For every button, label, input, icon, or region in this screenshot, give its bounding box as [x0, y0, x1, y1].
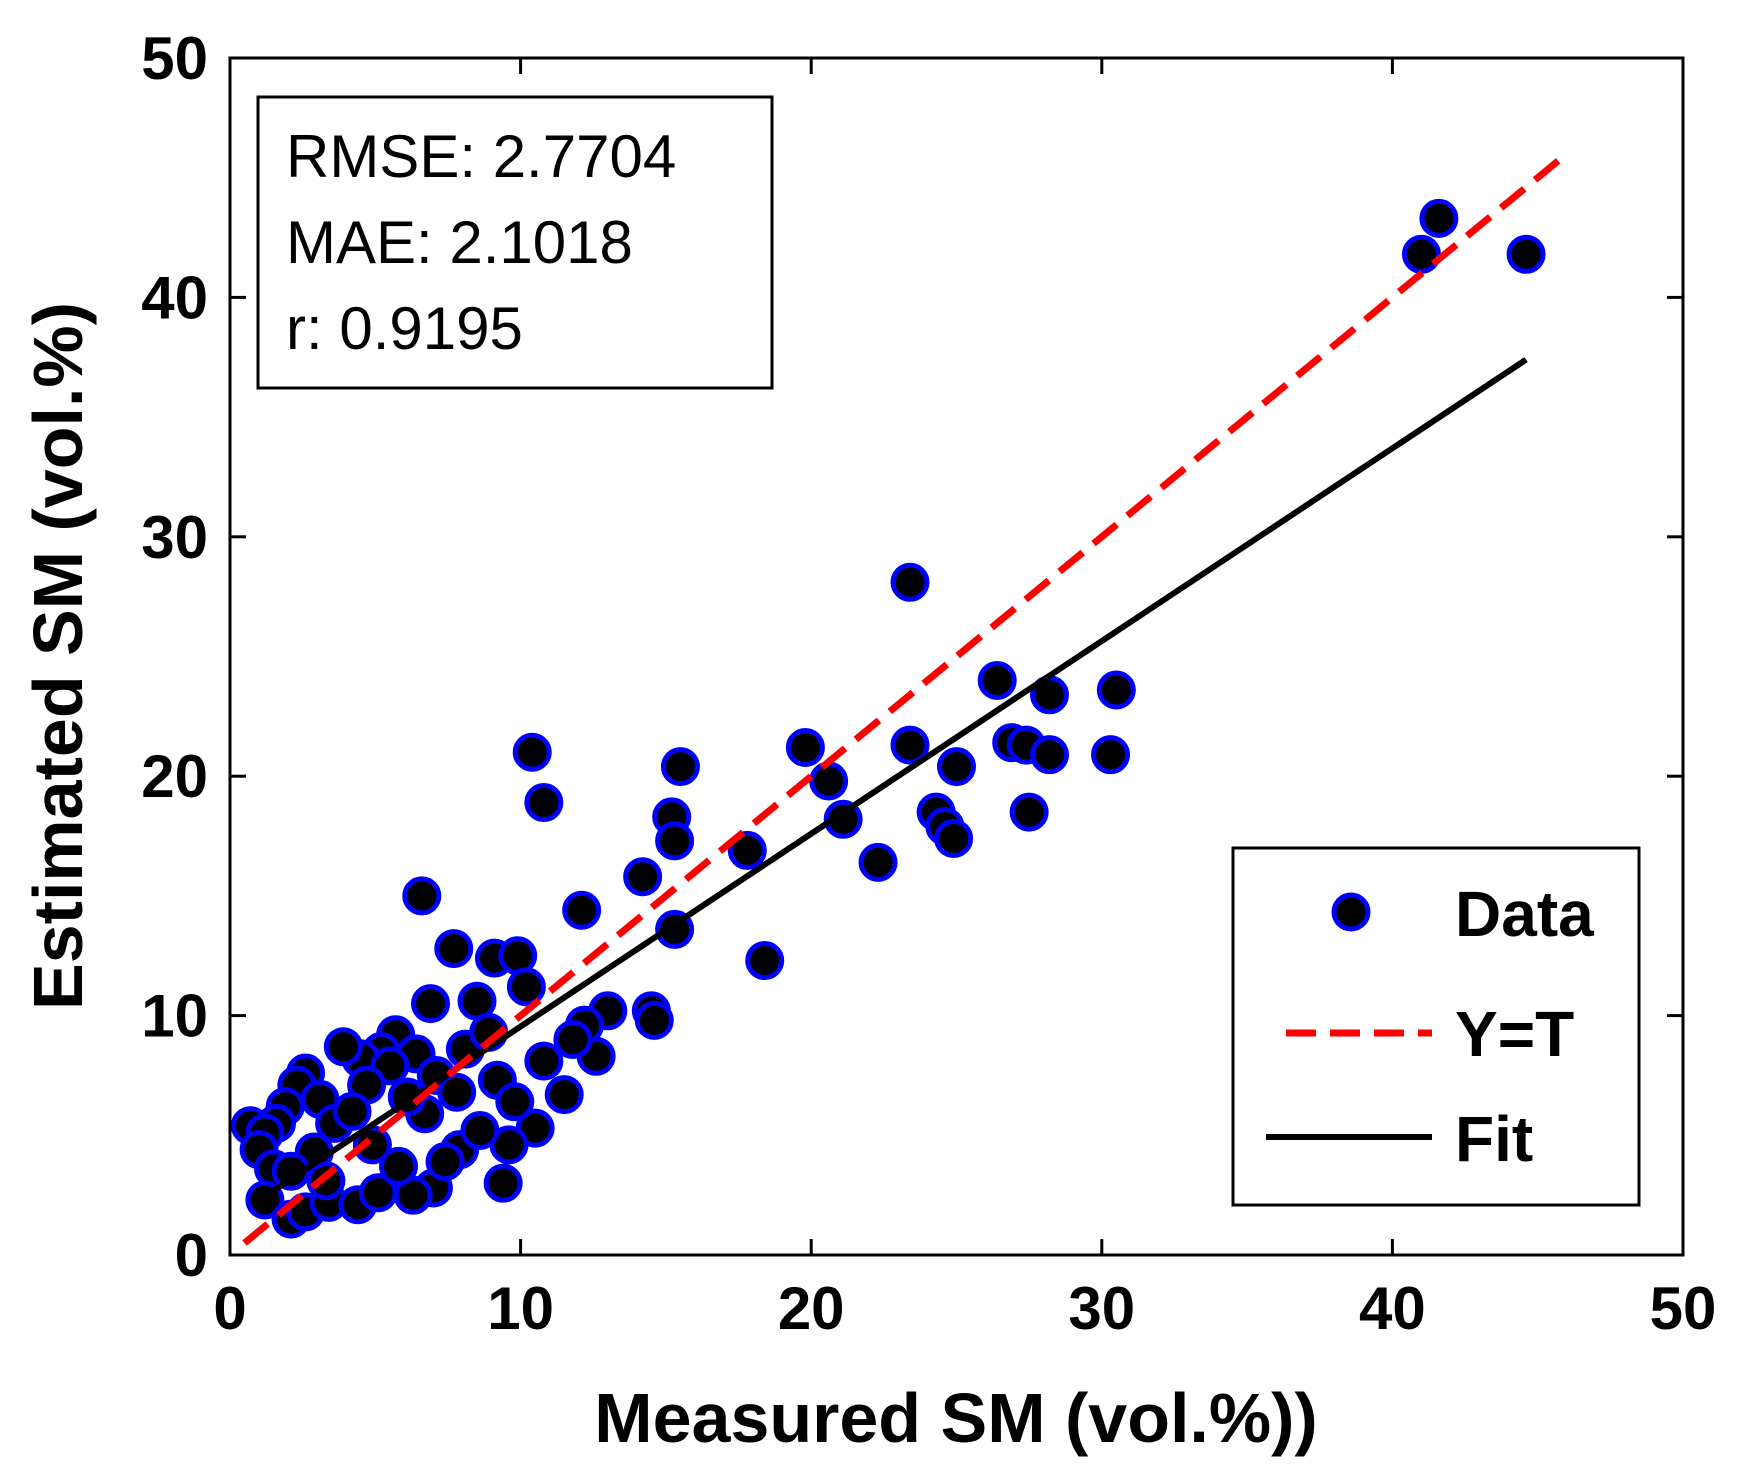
- data-point: [434, 929, 474, 969]
- y-tick-label: 0: [175, 1222, 208, 1289]
- data-point: [379, 1146, 419, 1186]
- legend-label-data: Data: [1455, 878, 1594, 950]
- data-point: [1029, 735, 1069, 775]
- y-tick-label: 20: [141, 743, 208, 810]
- y-tick-label: 50: [141, 25, 208, 92]
- data-point: [358, 1173, 398, 1213]
- data-point: [483, 1163, 523, 1203]
- x-tick-label: 30: [1068, 1275, 1135, 1342]
- axis-tick-labels: 0 10 20 30 40 50 0 10 20 30 40 50: [141, 25, 1716, 1342]
- data-point: [977, 660, 1017, 700]
- data-point: [745, 941, 785, 981]
- data-point: [1009, 792, 1049, 832]
- y-tick-label: 40: [141, 264, 208, 331]
- legend-data-marker: [1331, 892, 1371, 932]
- reference-lines: [242, 151, 1569, 1246]
- data-point: [553, 1020, 593, 1060]
- data-point: [1096, 670, 1136, 710]
- data-point: [460, 1111, 500, 1151]
- data-point: [890, 562, 930, 602]
- data-point: [425, 1142, 465, 1182]
- data-point: [1401, 234, 1441, 274]
- legend-label-fit: Fit: [1455, 1103, 1533, 1175]
- data-point: [506, 967, 546, 1007]
- x-tick-label: 20: [778, 1275, 845, 1342]
- data-point: [323, 1027, 363, 1067]
- data-point: [660, 747, 700, 787]
- stats-box: RMSE: 2.7704 MAE: 2.1018 r: 0.9195: [256, 95, 774, 390]
- mae-label: MAE: 2.1018: [286, 209, 633, 276]
- data-point: [271, 1151, 311, 1191]
- data-point: [524, 783, 564, 823]
- data-point: [623, 857, 663, 897]
- data-point: [562, 890, 602, 930]
- data-point: [411, 984, 451, 1024]
- x-tick-label: 10: [487, 1275, 554, 1342]
- data-point: [634, 1000, 674, 1040]
- axis-ticks: [228, 56, 1685, 1257]
- x-tick-label: 50: [1650, 1275, 1717, 1342]
- data-point: [402, 876, 442, 916]
- data-point: [727, 830, 767, 870]
- data-point: [544, 1075, 584, 1115]
- data-point: [890, 725, 930, 765]
- data-point: [785, 727, 825, 767]
- data-point: [655, 821, 695, 861]
- data-point: [495, 1082, 535, 1122]
- x-axis-title: Measured SM (vol.%)): [594, 1379, 1317, 1457]
- data-point: [823, 799, 863, 839]
- y-tick-label: 30: [141, 504, 208, 571]
- plot-frame: [228, 56, 1685, 1257]
- x-tick-label: 40: [1359, 1275, 1426, 1342]
- data-point: [306, 1161, 346, 1201]
- legend-frame: [1231, 846, 1641, 1207]
- data-point: [937, 747, 976, 787]
- data-point: [934, 818, 974, 858]
- rmse-label: RMSE: 2.7704: [286, 123, 676, 190]
- data-point: [1419, 198, 1459, 238]
- data-point: [1091, 735, 1131, 775]
- data-point: [1506, 234, 1546, 274]
- stats-box-frame: [256, 95, 774, 390]
- legend-label-yt: Y=T: [1455, 998, 1574, 1070]
- y-tick-label: 10: [141, 983, 208, 1050]
- data-point: [524, 1041, 564, 1081]
- plot-area: [230, 151, 1569, 1246]
- data-point: [437, 1072, 477, 1112]
- yt-line: [242, 151, 1569, 1246]
- r-label: r: 0.9195: [286, 295, 523, 362]
- data-point: [332, 1091, 372, 1131]
- y-axis-title: Estimated SM (vol.%): [19, 302, 97, 1010]
- data-point: [809, 761, 849, 801]
- legend: Data Y=T Fit: [1231, 846, 1641, 1207]
- x-tick-label: 0: [213, 1275, 246, 1342]
- data-point: [858, 842, 898, 882]
- data-point: [512, 732, 552, 772]
